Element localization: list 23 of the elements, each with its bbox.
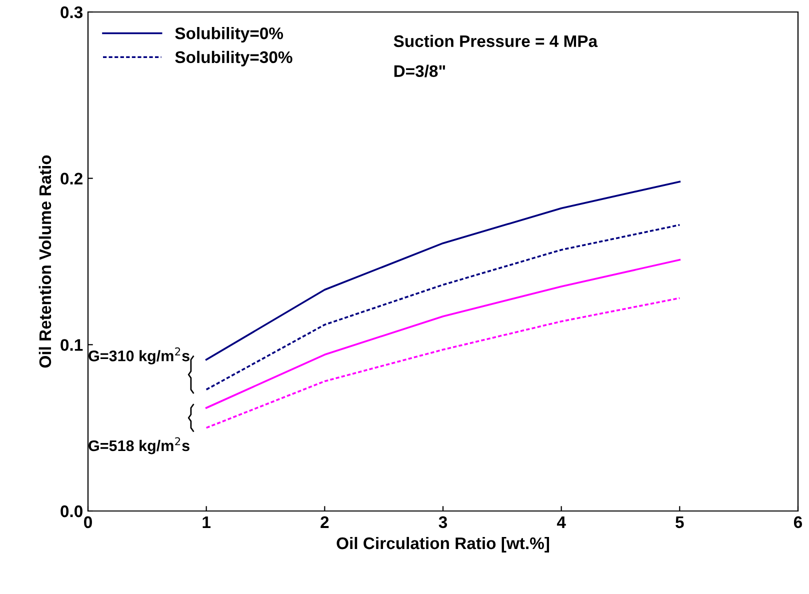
x-tick-label: 0	[84, 516, 92, 528]
y-tick-label: 0.0	[60, 505, 82, 518]
y-axis-title: Oil Retention Volume Ratio	[38, 155, 52, 368]
line-series	[205, 258, 681, 409]
line-series	[205, 297, 681, 429]
x-tick-label: 1	[202, 516, 211, 528]
y-tick-label: 0.3	[60, 6, 83, 18]
x-tick-label: 4	[556, 516, 566, 528]
x-tick-label: 6	[794, 516, 802, 528]
y-tick-label: 0.2	[60, 172, 82, 185]
x-tick-label: 5	[676, 516, 684, 528]
x-tick-label: 2	[320, 516, 329, 528]
legend-label: Solubility=30%	[175, 50, 292, 66]
annotation: Suction Pressure = 4 MPa	[394, 34, 598, 48]
annotation: G=310 kg/m$^{2}$s	[88, 347, 190, 364]
line-series	[205, 180, 681, 361]
legend-label: Solubility=0%	[175, 27, 284, 43]
x-axis-title: Oil Circulation Ratio [wt.%]	[336, 536, 550, 552]
annotation: G=518 kg/m$^{2}$s	[88, 437, 190, 454]
y-tick-label: 0.1	[60, 339, 83, 351]
annotation: D=3/8"	[394, 64, 446, 78]
line-series	[205, 224, 681, 390]
x-tick-label: 3	[438, 516, 448, 528]
